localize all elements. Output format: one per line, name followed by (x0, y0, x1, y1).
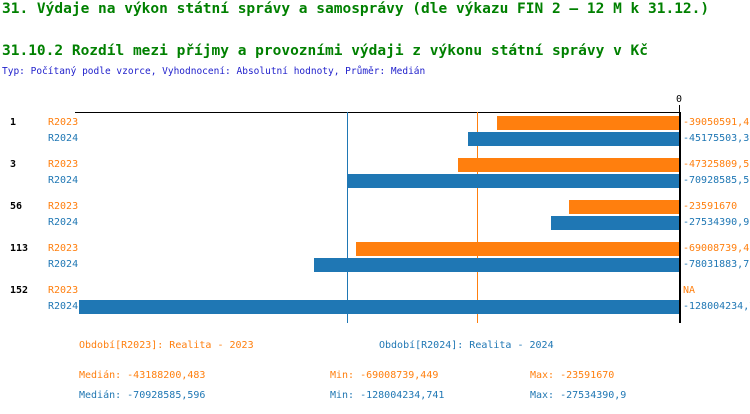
value-label: -70928585,5 (683, 175, 750, 186)
bar (496, 116, 680, 130)
series-label: R2024 (48, 259, 79, 270)
value-label: -47325809,5 (683, 159, 750, 170)
series-label: R2024 (48, 301, 79, 312)
value-label: -78031883,7 (683, 259, 750, 270)
stat-median-2023: Medián: -43188200,483 (79, 370, 206, 381)
indicator-title: 31.10.2 Rozdíl mezi příjmy a provozními … (2, 43, 649, 59)
bar (356, 242, 680, 256)
report-title: 31. Výdaje na výkon státní správy a samo… (2, 1, 710, 17)
value-label: -39050591,4 (683, 117, 750, 128)
series-label: R2024 (48, 217, 79, 228)
category-label: 3 (10, 159, 17, 170)
value-label: -45175503,3 (683, 133, 750, 144)
category-label: 56 (10, 201, 23, 212)
axis-zero-line (679, 112, 681, 323)
value-label: -128004234,741 (683, 301, 750, 312)
stat-min-2024: Min: -128004234,741 (330, 390, 445, 401)
series-label: R2023 (48, 201, 79, 212)
value-label: -27534390,9 (683, 217, 750, 228)
series-label: R2023 (48, 285, 79, 296)
category-label: 152 (10, 285, 29, 296)
series-label: R2024 (48, 133, 79, 144)
indicator-meta: Typ: Počítaný podle vzorce, Vyhodnocení:… (2, 66, 426, 77)
stat-median-2024: Medián: -70928585,596 (79, 390, 206, 401)
category-label: 113 (10, 243, 29, 254)
value-label: -69008739,4 (683, 243, 750, 254)
value-label: NA (683, 285, 696, 296)
axis-zero-label: 0 (675, 94, 683, 105)
stat-max-2023: Max: -23591670 (530, 370, 615, 381)
series-label: R2023 (48, 117, 79, 128)
axis-top-line (75, 112, 680, 113)
bar (79, 300, 680, 314)
bar (347, 174, 680, 188)
axis-zero-tick (679, 105, 680, 112)
median-line-r2023 (477, 112, 478, 323)
bar (313, 258, 680, 272)
series-label: R2023 (48, 243, 79, 254)
value-label: -23591670 (683, 201, 738, 212)
series-label: R2024 (48, 175, 79, 186)
category-label: 1 (10, 117, 17, 128)
series-label: R2023 (48, 159, 79, 170)
stat-min-2023: Min: -69008739,449 (330, 370, 439, 381)
stat-max-2024: Max: -27534390,9 (530, 390, 627, 401)
bar (569, 200, 680, 214)
bar (457, 158, 680, 172)
median-line-r2024 (347, 112, 348, 323)
legend-period-2023: Období[R2023]: Realita - 2023 (79, 340, 254, 351)
legend-period-2024: Období[R2024]: Realita - 2024 (379, 340, 554, 351)
bar (550, 216, 680, 230)
bar (467, 132, 680, 146)
